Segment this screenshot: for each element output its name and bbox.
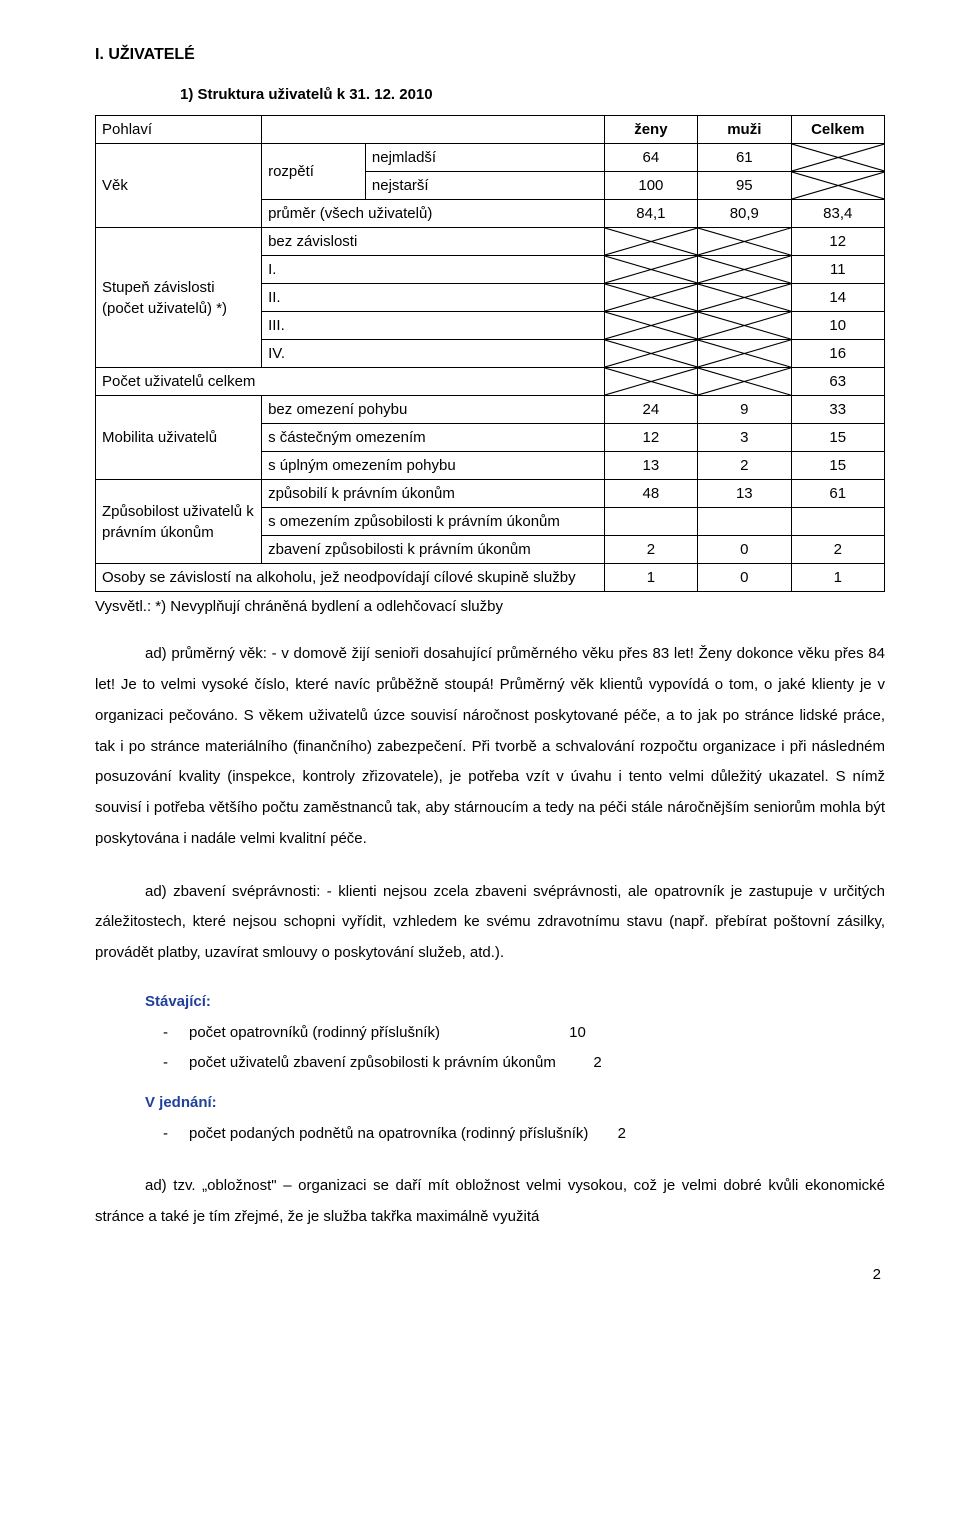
cell-bezomezeni-muzi: 9 bbox=[698, 396, 791, 424]
cell-bezomezeni-zeny: 24 bbox=[604, 396, 697, 424]
cell-crossed bbox=[604, 340, 697, 368]
cell-rozpeti: rozpětí bbox=[262, 144, 366, 200]
cell-zpusobili-label: způsobilí k právním úkonům bbox=[262, 480, 605, 508]
list-item-number: 10 bbox=[569, 1018, 609, 1048]
cell-zbaveni-zeny: 2 bbox=[604, 536, 697, 564]
cell-zbaveni-label: zbavení způsobilosti k právním úkonům bbox=[262, 536, 605, 564]
cell-iii-label: III. bbox=[262, 312, 605, 340]
row-osoby: Osoby se závislostí na alkoholu, jež neo… bbox=[96, 564, 605, 592]
paragraph-prumerny-vek: ad) průměrný věk: - v domově žijí senioř… bbox=[95, 639, 885, 854]
cell-uplne-zeny: 13 bbox=[604, 452, 697, 480]
table-footnote: Vysvětl.: *) Nevyplňují chráněná bydlení… bbox=[95, 596, 885, 617]
cell-zpusobili-zeny: 48 bbox=[604, 480, 697, 508]
label-stavajici: Stávající: bbox=[145, 991, 885, 1012]
list-item: počet opatrovníků (rodinný příslušník) 1… bbox=[163, 1018, 885, 1048]
cell-crossed bbox=[698, 340, 791, 368]
cell-crossed bbox=[604, 368, 697, 396]
col-zeny: ženy bbox=[604, 116, 697, 144]
cell-nejmladsi-zeny: 64 bbox=[604, 144, 697, 172]
cell-bezzavislosti-label: bez závislosti bbox=[262, 228, 605, 256]
cell-crossed bbox=[698, 256, 791, 284]
cell-crossed bbox=[604, 228, 697, 256]
cell-pocet-celkem: 63 bbox=[791, 368, 884, 396]
paragraph-zbaveni: ad) zbavení svéprávnosti: - klienti nejs… bbox=[95, 877, 885, 969]
cell-crossed bbox=[698, 284, 791, 312]
cell-castecne-celkem: 15 bbox=[791, 424, 884, 452]
list-item: počet uživatelů zbavení způsobilosti k p… bbox=[163, 1048, 885, 1078]
cell-bezomezeni-label: bez omezení pohybu bbox=[262, 396, 605, 424]
cell-empty bbox=[698, 508, 791, 536]
cell-crossed bbox=[791, 144, 884, 172]
cell-nejmladsi-label: nejmladší bbox=[365, 144, 604, 172]
cell-prumer-celkem: 83,4 bbox=[791, 200, 884, 228]
list-stavajici: počet opatrovníků (rodinný příslušník) 1… bbox=[145, 1018, 885, 1078]
cell-castecne-muzi: 3 bbox=[698, 424, 791, 452]
cell-i-label: I. bbox=[262, 256, 605, 284]
label-vjednani: V jednání: bbox=[145, 1092, 885, 1113]
cell-nejmladsi-muzi: 61 bbox=[698, 144, 791, 172]
cell-iii-celkem: 10 bbox=[791, 312, 884, 340]
row-zpusobilost: Způsobilost uživatelů k právním úkonům bbox=[96, 480, 262, 564]
sub-heading: 1) Struktura uživatelů k 31. 12. 2010 bbox=[180, 84, 885, 105]
cell-uplne-muzi: 2 bbox=[698, 452, 791, 480]
cell-crossed bbox=[698, 228, 791, 256]
cell-crossed bbox=[698, 312, 791, 340]
cell-zbaveni-muzi: 0 bbox=[698, 536, 791, 564]
cell-zpusobili-celkem: 61 bbox=[791, 480, 884, 508]
cell-iv-label: IV. bbox=[262, 340, 605, 368]
cell-prumer-label: průměr (všech uživatelů) bbox=[262, 200, 605, 228]
users-structure-table: Pohlaví ženy muži Celkem Věk rozpětí nej… bbox=[95, 115, 885, 592]
cell-bezzavislosti-celkem: 12 bbox=[791, 228, 884, 256]
cell-i-celkem: 11 bbox=[791, 256, 884, 284]
list-vjednani: počet podaných podnětů na opatrovníka (r… bbox=[145, 1119, 885, 1149]
cell-crossed bbox=[791, 172, 884, 200]
list-item-text: počet podaných podnětů na opatrovníka (r… bbox=[189, 1125, 588, 1142]
cell-crossed bbox=[604, 312, 697, 340]
cell-ii-label: II. bbox=[262, 284, 605, 312]
cell-crossed bbox=[604, 284, 697, 312]
cell-bezomezeni-celkem: 33 bbox=[791, 396, 884, 424]
cell-osoby-zeny: 1 bbox=[604, 564, 697, 592]
paragraph-obloznost: ad) tzv. „obložnost" – organizaci se dař… bbox=[95, 1171, 885, 1233]
list-item-number: 2 bbox=[593, 1048, 633, 1078]
list-item: počet podaných podnětů na opatrovníka (r… bbox=[163, 1119, 885, 1149]
cell-uplne-label: s úplným omezením pohybu bbox=[262, 452, 605, 480]
cell-uplne-celkem: 15 bbox=[791, 452, 884, 480]
row-pocet-celkem: Počet uživatelů celkem bbox=[96, 368, 605, 396]
cell-crossed bbox=[604, 256, 697, 284]
col-muzi: muži bbox=[698, 116, 791, 144]
page-number: 2 bbox=[95, 1264, 885, 1285]
cell-prumer-zeny: 84,1 bbox=[604, 200, 697, 228]
cell-castecne-label: s částečným omezením bbox=[262, 424, 605, 452]
cell-nejstarsi-label: nejstarší bbox=[365, 172, 604, 200]
section-heading: I. UŽIVATELÉ bbox=[95, 44, 885, 66]
cell-empty bbox=[604, 508, 697, 536]
list-item-text: počet uživatelů zbavení způsobilosti k p… bbox=[189, 1054, 556, 1071]
cell-ii-celkem: 14 bbox=[791, 284, 884, 312]
cell-zbaveni-celkem: 2 bbox=[791, 536, 884, 564]
cell-osoby-celkem: 1 bbox=[791, 564, 884, 592]
cell-prumer-muzi: 80,9 bbox=[698, 200, 791, 228]
cell-nejstarsi-zeny: 100 bbox=[604, 172, 697, 200]
cell-iv-celkem: 16 bbox=[791, 340, 884, 368]
col-celkem: Celkem bbox=[791, 116, 884, 144]
cell-empty bbox=[791, 508, 884, 536]
cell-castecne-zeny: 12 bbox=[604, 424, 697, 452]
row-pohlavi: Pohlaví bbox=[96, 116, 262, 144]
list-item-text: počet opatrovníků (rodinný příslušník) bbox=[189, 1024, 440, 1041]
list-item-number: 2 bbox=[618, 1119, 658, 1149]
cell-osoby-muzi: 0 bbox=[698, 564, 791, 592]
cell-somezenim-label: s omezením způsobilosti k právním úkonům bbox=[262, 508, 605, 536]
row-mobilita: Mobilita uživatelů bbox=[96, 396, 262, 480]
row-vek: Věk bbox=[96, 144, 262, 228]
cell-crossed bbox=[698, 368, 791, 396]
row-stupen: Stupeň závislosti (počet uživatelů) *) bbox=[96, 228, 262, 368]
cell-zpusobili-muzi: 13 bbox=[698, 480, 791, 508]
cell-nejstarsi-muzi: 95 bbox=[698, 172, 791, 200]
